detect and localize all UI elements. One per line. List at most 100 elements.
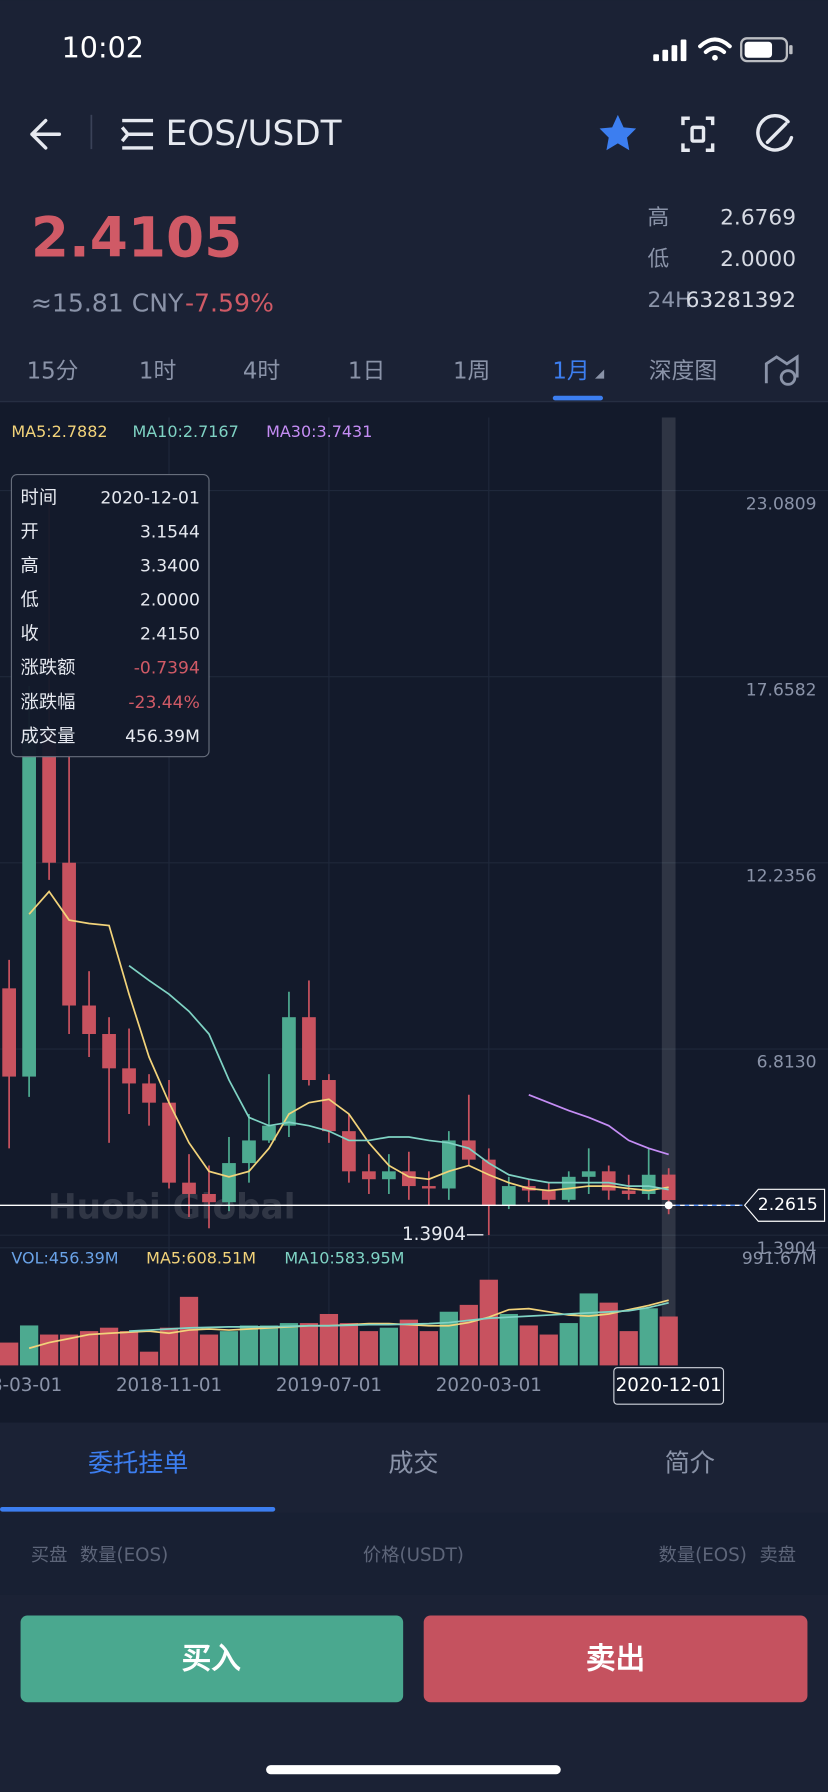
stat-label: 高: [648, 206, 670, 231]
candle-body: [541, 1190, 556, 1200]
candle-body: [162, 1102, 176, 1183]
tooltip-value: 2020-12-01: [100, 489, 200, 509]
order-column: 买盘: [31, 1545, 68, 1566]
candle-body: [242, 1140, 256, 1164]
stat-label: 24H: [648, 288, 692, 313]
ma-legend: MA5:2.7882: [11, 422, 107, 441]
candle-body: [601, 1171, 616, 1191]
candle-body: [102, 1034, 116, 1069]
vol-ma-line: [129, 1302, 669, 1332]
tooltip-value: 3.3400: [140, 557, 200, 577]
interval-tab[interactable]: 1周: [453, 358, 490, 384]
volume-bar: [79, 1331, 99, 1366]
vol-legend: VOL:456.39M: [11, 1249, 118, 1268]
y-tick-label: 17.6582: [746, 680, 817, 700]
volume-bar: [59, 1334, 79, 1366]
tooltip-value: 3.1544: [140, 523, 200, 543]
volume-bar: [399, 1319, 418, 1366]
candle-body: [322, 1080, 336, 1132]
favorite-star[interactable]: [599, 114, 637, 151]
tooltip-value: -23.44%: [128, 693, 199, 713]
order-tab[interactable]: 委托挂单: [88, 1449, 188, 1478]
volume-bar: [139, 1351, 159, 1366]
candle-body: [461, 1140, 476, 1160]
volume-bar: [579, 1293, 598, 1366]
order-column: 卖盘: [759, 1545, 796, 1566]
volume-bar: [639, 1308, 658, 1366]
interval-tabs: 15分 1时 4时 1日 1周 1月 深度图: [27, 358, 717, 401]
volume-bar: [299, 1323, 319, 1366]
candle-body: [421, 1186, 436, 1189]
candle-body: [581, 1171, 596, 1177]
tooltip-label: 涨跌额: [21, 658, 76, 679]
interval-tab[interactable]: 1时: [139, 358, 176, 384]
volume-bar: [259, 1325, 279, 1366]
volume-bar: [599, 1302, 618, 1366]
ma-line: [128, 965, 669, 1191]
volume-bar: [39, 1334, 59, 1366]
candle-body: [501, 1186, 516, 1206]
volume-bar: [419, 1331, 438, 1366]
ma-line: [28, 890, 669, 1192]
volume-bar: [19, 1325, 39, 1366]
volume-bar: [0, 1342, 19, 1366]
interval-tab[interactable]: 1日: [348, 358, 385, 384]
candle-body: [441, 1140, 456, 1189]
signal-icon: [653, 39, 687, 62]
tooltip-label: 涨跌幅: [21, 692, 76, 713]
chart-settings-icon[interactable]: [764, 354, 799, 386]
stat-value: 2.0000: [720, 247, 796, 272]
wifi-icon: [698, 37, 732, 61]
ma-legend: MA10:2.7167: [132, 422, 238, 441]
candle-body: [282, 1017, 296, 1126]
volume-bar: [359, 1331, 379, 1366]
tooltip-label: 时间: [21, 488, 58, 509]
y-tick-label: 1.3904: [757, 1239, 817, 1259]
scan-icon[interactable]: [681, 116, 715, 152]
back-button[interactable]: [30, 118, 62, 150]
volume-bar: [119, 1331, 139, 1366]
tooltip-value: 2.4150: [140, 625, 200, 645]
interval-tab[interactable]: 4时: [243, 358, 280, 384]
interval-tab[interactable]: 1月: [552, 358, 589, 384]
vol-ma-legend: MA5:608.51M: [146, 1249, 256, 1268]
tooltip-value: 456.39M: [125, 727, 200, 747]
price-tag: [743, 1188, 826, 1222]
order-tab[interactable]: 简介: [665, 1449, 715, 1478]
watermark: Huobi Global: [48, 1187, 296, 1227]
volume-bar: [219, 1331, 239, 1366]
pair-title[interactable]: EOS/USDT: [166, 114, 343, 154]
sell-button[interactable]: [423, 1615, 808, 1703]
candle-body: [122, 1068, 136, 1084]
interval-tab[interactable]: 深度图: [649, 358, 717, 384]
volume-bar: [239, 1325, 259, 1366]
candle-body: [142, 1083, 156, 1103]
volume-bar: [159, 1327, 179, 1366]
sell-label[interactable]: 卖出: [586, 1642, 645, 1677]
order-tab[interactable]: 成交: [388, 1449, 438, 1478]
volume-bar: [339, 1323, 359, 1366]
candle-body: [342, 1131, 356, 1172]
tooltip-label: 开: [21, 522, 39, 543]
x-tick-label: 2018-11-01: [116, 1375, 222, 1396]
menu-icon[interactable]: [120, 118, 154, 150]
refresh-icon[interactable]: [756, 114, 794, 152]
volume-bar: [279, 1323, 299, 1366]
volume-bar: [559, 1323, 578, 1366]
home-indicator: [266, 1765, 561, 1775]
order-panel: [0, 1422, 828, 1792]
last-price: 2.4105: [31, 206, 242, 270]
candle-body: [362, 1171, 376, 1180]
buy-button[interactable]: [20, 1615, 404, 1703]
candle-body: [42, 731, 56, 863]
crosshair-dot: [664, 1201, 673, 1210]
x-tick-label: 2020-03-01: [436, 1375, 542, 1396]
candle-body: [621, 1190, 636, 1194]
interval-tab[interactable]: 15分: [27, 358, 79, 384]
y-tick-label: 23.0809: [746, 494, 817, 514]
buy-label[interactable]: 买入: [182, 1642, 242, 1677]
order-columns: 买盘 数量(EOS) 价格(USDT) 数量(EOS) 卖盘: [31, 1545, 796, 1566]
order-tab-underline: [0, 1507, 276, 1512]
candle-body: [182, 1182, 196, 1194]
